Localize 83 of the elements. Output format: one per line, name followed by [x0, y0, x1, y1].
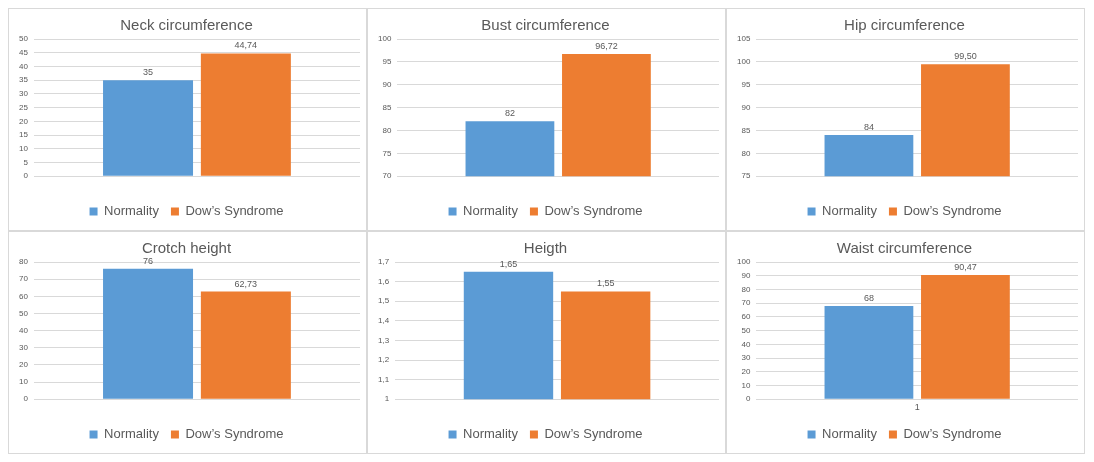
- y-tick-label: 85: [382, 102, 392, 112]
- y-tick-label: 30: [18, 342, 29, 352]
- legend-label: Normality: [104, 203, 160, 219]
- y-tick-label: 95: [382, 57, 392, 67]
- chart-title: Bust circumference: [481, 16, 610, 34]
- y-tick-label: 80: [741, 284, 751, 294]
- y-tick-label: 100: [736, 57, 751, 67]
- y-tick-label: 50: [741, 325, 751, 335]
- y-tick-label: 1,1: [378, 374, 390, 384]
- y-tick-label: 5: [23, 157, 29, 167]
- y-tick-label: 20: [741, 366, 751, 376]
- legend-label: Normality: [104, 426, 160, 442]
- y-tick-label: 90: [741, 270, 751, 280]
- y-tick-label: 1,3: [378, 335, 390, 345]
- y-tick-label: 0: [745, 394, 751, 404]
- data-label: 1,55: [596, 278, 615, 289]
- y-tick-label: 100: [377, 34, 392, 44]
- legend-label: Normality: [822, 203, 878, 219]
- y-tick-label: 60: [741, 312, 751, 322]
- y-tick-label: 80: [741, 148, 751, 158]
- data-label: 99,50: [954, 51, 977, 62]
- legend-label: Dow’s Syndrome: [185, 203, 284, 219]
- legend-label: Dow’s Syndrome: [903, 426, 1002, 442]
- y-tick-label: 95: [741, 79, 751, 89]
- y-tick-label: 30: [18, 89, 29, 99]
- y-tick-label: 0: [23, 171, 29, 181]
- data-label: 44,74: [234, 40, 258, 51]
- y-tick-label: 40: [18, 325, 29, 335]
- chart-title: Hip circumference: [844, 16, 965, 34]
- y-tick-label: 1,6: [378, 276, 390, 286]
- data-label: 90,47: [954, 262, 977, 273]
- data-label: 82: [504, 108, 515, 119]
- y-tick-label: 70: [741, 298, 751, 308]
- legend-label: Normality: [822, 426, 878, 442]
- y-tick-label: 10: [741, 380, 751, 390]
- y-tick-label: 50: [18, 34, 29, 44]
- legend-label: Dow’s Syndrome: [544, 426, 643, 442]
- chart-title: Crotch height: [141, 239, 232, 257]
- data-label: 1,65: [499, 258, 518, 269]
- y-tick-label: 100: [736, 257, 751, 267]
- y-tick-label: 25: [18, 102, 29, 112]
- data-label: 68: [863, 292, 874, 303]
- y-tick-label: 20: [18, 360, 29, 370]
- y-tick-label: 85: [741, 125, 751, 135]
- y-tick-label: 105: [736, 34, 751, 44]
- y-tick-label: 75: [741, 171, 751, 181]
- y-tick-label: 0: [23, 394, 29, 404]
- y-tick-label: 60: [18, 291, 29, 301]
- y-tick-label: 35: [18, 75, 29, 85]
- y-tick-label: 80: [382, 125, 392, 135]
- chart-title: Waist circumference: [836, 239, 973, 257]
- y-tick-label: 1: [384, 394, 390, 404]
- legend-label: Dow’s Syndrome: [544, 203, 643, 219]
- legend-label: Dow’s Syndrome: [185, 426, 284, 442]
- y-tick-label: 50: [18, 308, 29, 318]
- legend-label: Dow’s Syndrome: [903, 203, 1002, 219]
- y-tick-label: 70: [382, 171, 392, 181]
- y-tick-label: 1,7: [378, 257, 390, 267]
- y-tick-label: 15: [18, 130, 29, 140]
- data-label: 76: [143, 255, 154, 266]
- y-tick-label: 10: [18, 377, 29, 387]
- y-tick-label: 40: [741, 339, 751, 349]
- y-tick-label: 1,4: [378, 316, 390, 325]
- chart-title: Neck circumference: [120, 16, 253, 34]
- y-tick-label: 20: [18, 116, 29, 126]
- y-tick-label: 70: [18, 274, 29, 284]
- legend-label: Normality: [463, 203, 519, 219]
- y-tick-label: 90: [741, 102, 751, 112]
- y-tick-label: 40: [18, 61, 29, 71]
- legend-label: Normality: [463, 426, 519, 442]
- y-tick-label: 75: [382, 148, 392, 158]
- y-tick-label: 10: [18, 143, 29, 153]
- y-tick-label: 30: [741, 353, 751, 363]
- y-tick-label: 80: [18, 257, 29, 267]
- y-tick-label: 1,2: [378, 355, 390, 365]
- data-label: 96,72: [595, 40, 618, 51]
- y-tick-label: 1,5: [378, 296, 390, 306]
- y-tick-label: 45: [18, 47, 29, 57]
- data-label: 35: [143, 67, 154, 78]
- y-tick-label: 90: [382, 79, 392, 89]
- data-label: 84: [863, 122, 874, 133]
- data-label: 62,73: [234, 278, 258, 289]
- chart-title: Heigth: [523, 239, 568, 257]
